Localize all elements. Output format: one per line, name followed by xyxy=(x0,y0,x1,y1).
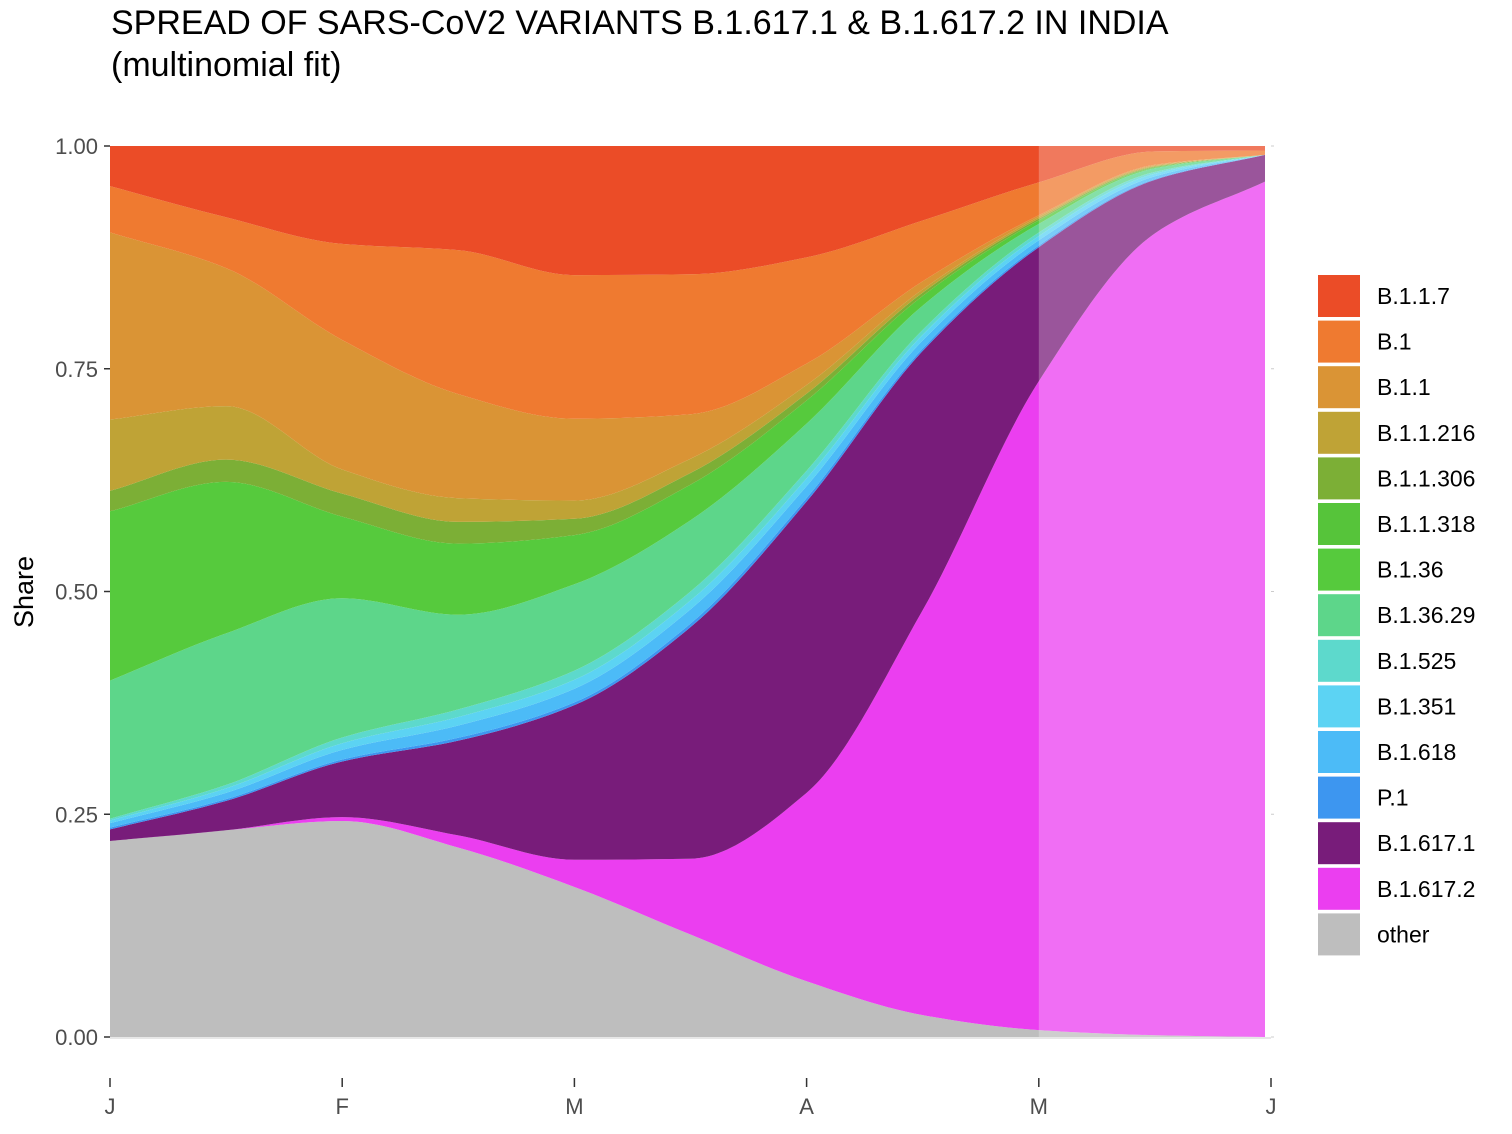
legend-key xyxy=(1318,685,1360,728)
x-tick-label: M xyxy=(1030,1094,1048,1119)
area-b-1-1 xyxy=(110,154,1265,501)
projection-overlay xyxy=(1038,146,1265,1037)
legend-key xyxy=(1318,275,1360,317)
legend-key xyxy=(1318,320,1360,363)
legend-key xyxy=(1318,639,1360,682)
legend-label: B.1.36.29 xyxy=(1377,602,1475,628)
legend-key xyxy=(1318,411,1360,454)
area-b-1 xyxy=(110,150,1265,419)
area-b-1-617-1 xyxy=(110,154,1265,860)
legend-label: B.1 xyxy=(1377,329,1412,355)
legend-label: B.1.351 xyxy=(1377,693,1456,719)
legend-label: B.1.1.7 xyxy=(1377,283,1450,309)
legend-key xyxy=(1318,731,1360,773)
area-b-1-36 xyxy=(110,154,1265,681)
legend-label: B.1.618 xyxy=(1377,739,1456,765)
legend-label: P.1 xyxy=(1377,785,1409,811)
area-b-1-617-2 xyxy=(110,181,1265,1037)
axes-layer: 0.00 0.25 0.50 0.75 1.00 J F M A M J xyxy=(55,134,1276,1119)
x-tick-label: J xyxy=(1266,1094,1277,1119)
y-tick-label: 0.75 xyxy=(55,357,98,382)
legend-key xyxy=(1318,822,1360,865)
x-tick-label: J xyxy=(105,1094,116,1119)
chart-title-block: SPREAD OF SARS-CoV2 VARIANTS B.1.617.1 &… xyxy=(111,2,1169,86)
area-layer xyxy=(110,146,1265,1037)
legend-label: B.1.617.2 xyxy=(1377,876,1475,902)
legend-key xyxy=(1318,867,1360,910)
area-other xyxy=(110,820,1265,1037)
x-tick-label: M xyxy=(565,1094,583,1119)
legend-key xyxy=(1318,594,1360,637)
legend-label: other xyxy=(1377,921,1430,947)
y-tick-label: 1.00 xyxy=(55,134,98,159)
legend-key xyxy=(1318,503,1360,545)
legend-label: B.1.1.318 xyxy=(1377,511,1475,537)
area-b-1-1-7 xyxy=(110,146,1265,276)
area-b-1-36-29 xyxy=(110,154,1265,819)
legend-label: B.1.617.1 xyxy=(1377,830,1475,856)
legend-key xyxy=(1318,548,1360,591)
legend-label: B.1.36 xyxy=(1377,557,1444,583)
y-axis-label: Share xyxy=(9,556,39,628)
legend-label: B.1.525 xyxy=(1377,648,1456,674)
legend-label: B.1.1.216 xyxy=(1377,420,1475,446)
legend: B.1.1.7 B.1 B.1.1 B.1.1.216 B.1.1.306 B.1.1.3… xyxy=(1318,275,1475,956)
legend-key xyxy=(1318,913,1360,956)
y-tick-label: 0.25 xyxy=(55,802,98,827)
chart-subtitle: (multinomial fit) xyxy=(111,46,342,84)
y-tick-label: 0.50 xyxy=(55,580,98,605)
legend-label: B.1.1 xyxy=(1377,374,1431,400)
y-tick-label: 0.00 xyxy=(55,1025,98,1050)
x-tick-label: A xyxy=(799,1094,814,1119)
x-tick-label: F xyxy=(335,1094,348,1119)
chart-title: SPREAD OF SARS-CoV2 VARIANTS B.1.617.1 &… xyxy=(111,4,1169,42)
legend-key xyxy=(1318,366,1360,409)
legend-key xyxy=(1318,776,1360,819)
legend-label: B.1.1.306 xyxy=(1377,465,1475,491)
legend-key xyxy=(1318,457,1360,500)
